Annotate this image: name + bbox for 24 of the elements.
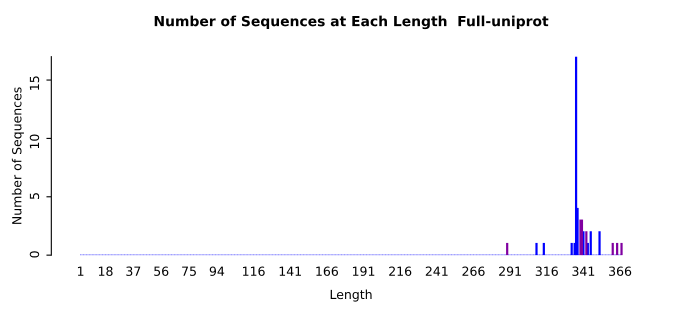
x-tick-label: 241: [426, 266, 448, 276]
x-tick-label: 166: [316, 266, 338, 276]
x-tick-label: 191: [352, 266, 374, 276]
x-tick-label: 366: [609, 266, 632, 276]
x-tick-label: 216: [389, 266, 412, 276]
x-tick-label: 316: [536, 266, 558, 276]
x-tick-label: 75: [182, 266, 196, 276]
x-tick-label: 266: [462, 266, 485, 276]
y-tick-label: 5: [30, 193, 40, 200]
y-tick-label: 15: [30, 76, 40, 90]
x-tick-label: 1: [78, 266, 84, 276]
x-axis-title: Length: [330, 289, 372, 302]
y-tick-label: 0: [30, 251, 40, 258]
chart-title: Number of Sequences at Each Length Full-uniprot: [154, 16, 548, 30]
x-tick-label: 37: [126, 266, 140, 276]
x-tick-label: 56: [154, 266, 168, 276]
x-tick-label: 116: [243, 266, 265, 276]
x-tick-label: 94: [210, 266, 224, 276]
x-tick-label: 141: [280, 266, 301, 276]
y-tick-label: 10: [30, 134, 40, 148]
y-axis-title: Number of Sequences: [12, 87, 24, 224]
x-tick-label: 291: [499, 266, 521, 276]
x-tick-label: 341: [572, 266, 594, 276]
x-tick-label: 18: [98, 266, 113, 276]
